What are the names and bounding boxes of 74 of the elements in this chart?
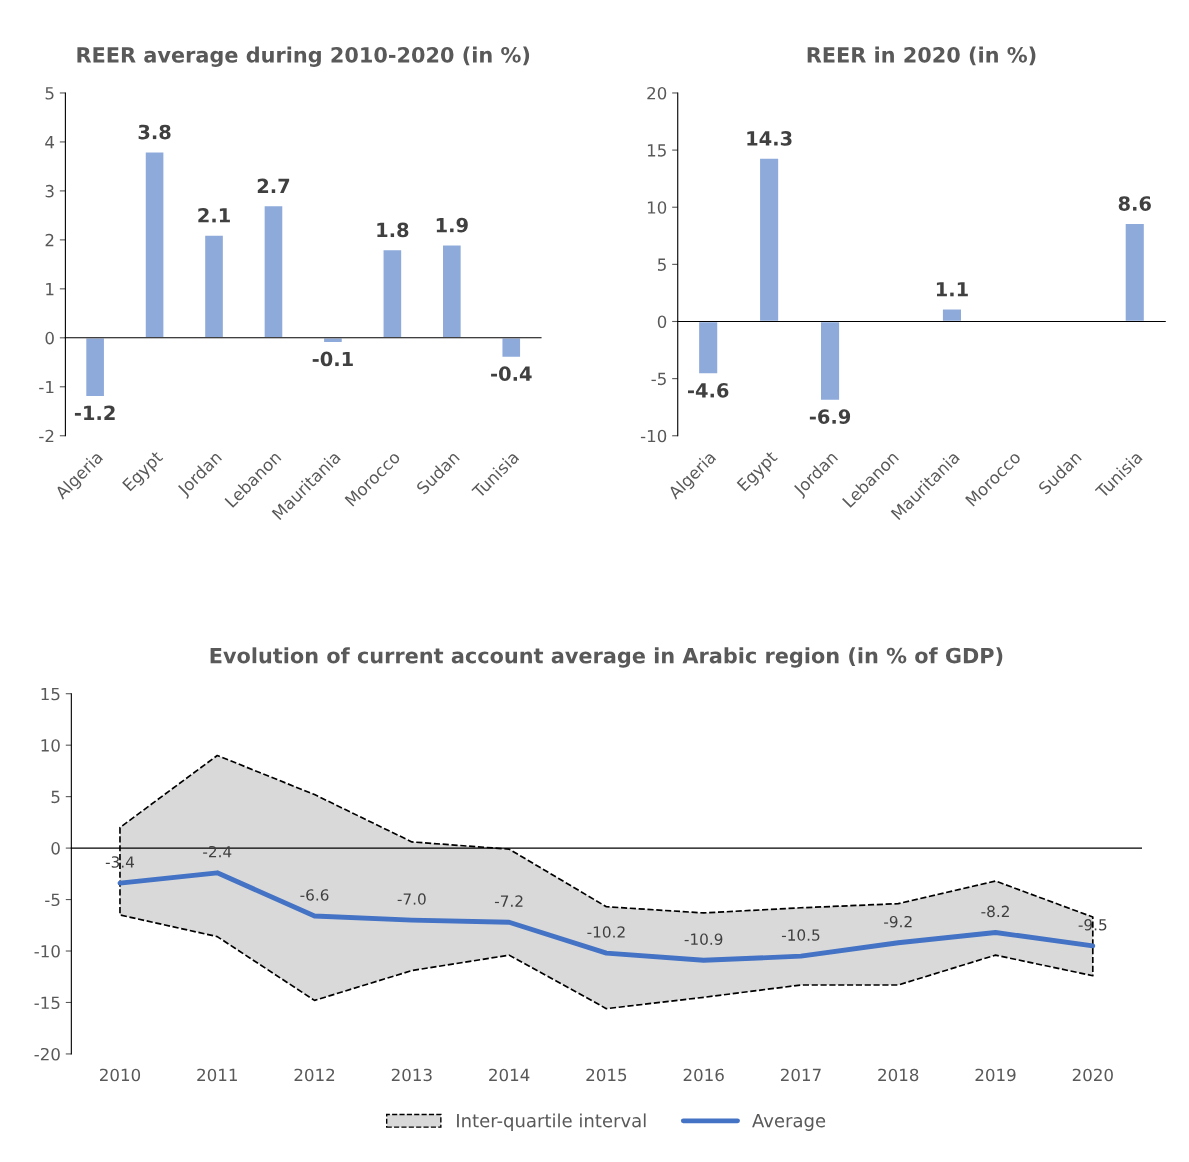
chart-title: REER average during 2010-2020 (in %) (77, 46, 530, 67)
data-label: -0.1 (312, 351, 353, 367)
bar (697, 320, 719, 375)
data-label: 1.8 (377, 222, 409, 238)
text: Inter-quartile interval (457, 1113, 646, 1131)
x-tick-label: 2014 (489, 1068, 530, 1082)
data-label: 8.6 (1118, 196, 1151, 211)
data-label: 14.3 (747, 131, 792, 146)
y-tick-label: 2 (45, 233, 54, 247)
chart-title: REER in 2020 (in %) (807, 46, 1036, 66)
bar (144, 151, 165, 339)
data-label: -8.2 (981, 905, 1009, 918)
y-tick-label: 15 (647, 144, 666, 157)
x-tick-label: 2015 (586, 1068, 627, 1082)
data-label: -7.0 (397, 893, 426, 905)
data-label: -6.9 (809, 409, 851, 424)
data-label: -2.4 (203, 845, 232, 858)
x-tick-label: 2020 (1072, 1068, 1113, 1082)
x-tick-label: 2013 (391, 1068, 432, 1082)
data-label: -7.2 (494, 895, 523, 907)
bar (84, 337, 106, 398)
x-tick-label: 2010 (99, 1068, 141, 1082)
x-tick-label: 2011 (197, 1068, 237, 1082)
y-tick-label: 5 (51, 790, 60, 804)
x-tick-label: 2018 (878, 1068, 919, 1082)
bar (441, 244, 463, 339)
data-label: -3.4 (105, 856, 135, 868)
y-tick-label: -5 (651, 372, 666, 386)
y-tick-label: -15 (34, 996, 60, 1010)
bar (501, 337, 522, 359)
y-tick-label: 0 (45, 331, 54, 345)
data-label: -10.5 (781, 929, 820, 941)
bar (1124, 222, 1146, 323)
legend-label: Average (752, 1113, 826, 1131)
y-tick-label: -5 (45, 893, 60, 907)
data-label: -10.2 (587, 926, 625, 938)
data-label: 1.9 (436, 217, 468, 233)
y-tick-label: 20 (647, 86, 667, 100)
x-tick-label: 2012 (294, 1068, 335, 1082)
y-tick-label: 1 (46, 283, 54, 296)
y-tick-label: 5 (658, 258, 666, 271)
data-label: -0.4 (491, 366, 532, 382)
bar (382, 248, 403, 339)
bar (941, 308, 963, 323)
bar (263, 204, 284, 339)
bar (758, 157, 780, 323)
data-label: -10.9 (684, 933, 723, 945)
data-label: 2.1 (198, 207, 230, 223)
data-label: 1.1 (936, 282, 968, 297)
data-label: -6.6 (300, 889, 329, 901)
data-label: 3.8 (138, 124, 171, 140)
y-tick-label: 0 (657, 315, 667, 329)
x-tick-label: 2017 (780, 1068, 821, 1082)
x-tick-label: 2019 (975, 1068, 1016, 1082)
bar (203, 234, 225, 339)
y-tick-label: -2 (39, 429, 54, 443)
y-tick-label: -1 (39, 380, 54, 394)
data-label: -9.2 (884, 915, 912, 928)
y-tick-label: 3 (45, 184, 54, 198)
data-label: -4.6 (688, 382, 729, 398)
y-tick-label: 5 (45, 87, 54, 100)
bar (819, 320, 841, 402)
y-tick-label: 0 (51, 842, 60, 855)
chart-title: Evolution of current account average in Arabic region (in % of GDP) (210, 647, 1003, 668)
data-label: 2.7 (257, 178, 290, 193)
y-tick-label: 15 (41, 687, 60, 701)
data-label: -1.2 (74, 405, 115, 420)
x-tick-label: 2016 (683, 1068, 724, 1082)
y-tick-label: 10 (647, 201, 667, 214)
y-tick-label: 4 (45, 136, 55, 149)
y-tick-label: -10 (640, 429, 667, 443)
y-tick-label: -20 (34, 1047, 60, 1061)
y-tick-label: -10 (34, 944, 60, 958)
y-tick-label: 10 (41, 739, 60, 752)
